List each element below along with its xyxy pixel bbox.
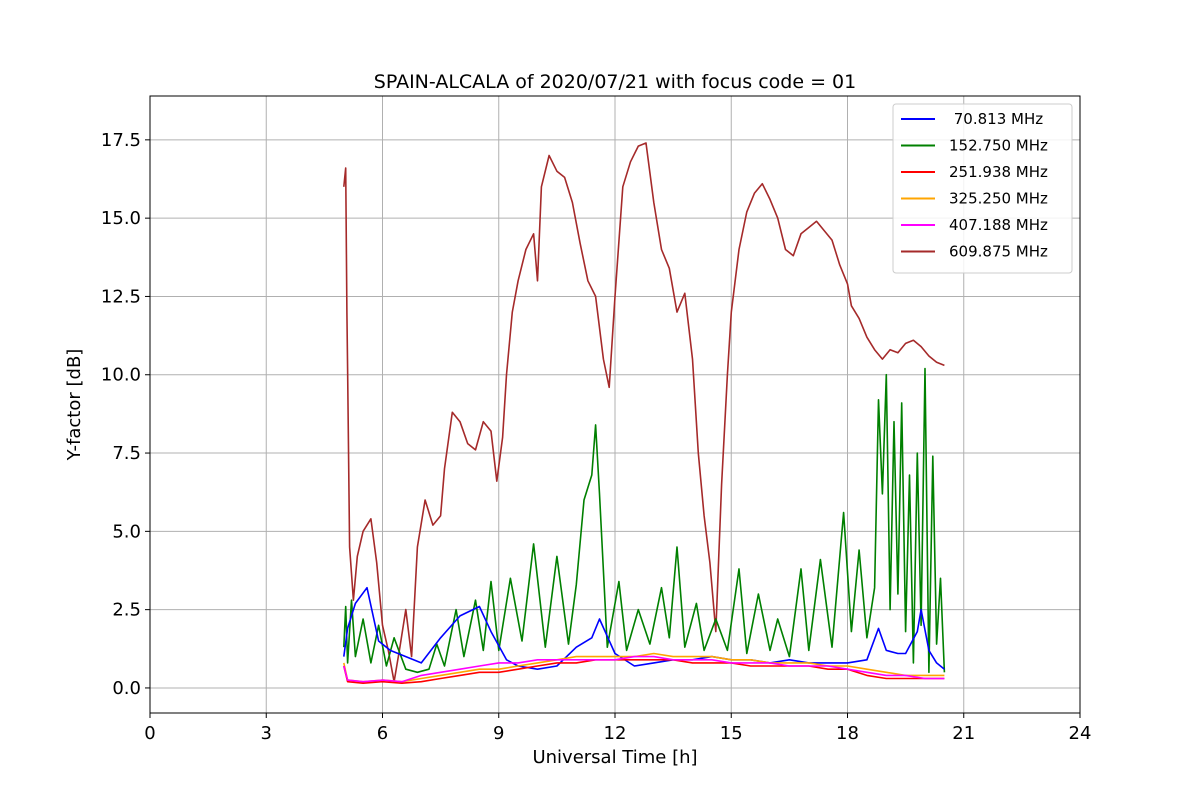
legend: 70.813 MHz 152.750 MHz 251.938 MHz 325.250 …	[892, 103, 1073, 274]
legend-label: 325.250 MHz	[949, 190, 1048, 208]
y-axis-label: Y-factor [dB]	[64, 349, 85, 462]
legend-label: 70.813 MHz	[949, 110, 1043, 128]
x-tick-label: 24	[1069, 723, 1092, 744]
chart-title: SPAIN-ALCALA of 2020/07/21 with focus co…	[374, 71, 856, 93]
y-tick-label: 17.5	[101, 130, 141, 151]
axis-ticks: 0 3 6 9 12 15 18 21 24 0.0 2.5 5.0 7.5 10.0 12.5 15.0 17…	[101, 130, 1092, 744]
x-tick-label: 9	[493, 723, 504, 744]
x-tick-label: 0	[144, 723, 155, 744]
series-line	[343, 655, 945, 683]
legend-label: 609.875 MHz	[949, 243, 1048, 261]
series-line	[343, 367, 946, 674]
legend-box	[892, 103, 1073, 274]
legend-label: 251.938 MHz	[949, 163, 1048, 181]
x-axis-label: Universal Time [h]	[532, 747, 697, 768]
y-tick-label: 15.0	[101, 208, 141, 229]
series-line	[343, 659, 945, 684]
series-layer	[343, 142, 946, 684]
x-tick-label: 12	[604, 723, 627, 744]
x-tick-label: 18	[836, 723, 859, 744]
y-tick-label: 0.0	[112, 678, 141, 699]
x-tick-label: 3	[261, 723, 272, 744]
y-tick-label: 7.5	[112, 443, 141, 464]
x-tick-label: 21	[952, 723, 975, 744]
legend-label: 407.188 MHz	[949, 216, 1048, 234]
legend-label: 152.750 MHz	[949, 137, 1048, 155]
x-tick-label: 15	[720, 723, 743, 744]
y-tick-label: 12.5	[101, 286, 141, 307]
series-line	[343, 142, 945, 683]
series-line	[343, 586, 945, 670]
y-tick-label: 2.5	[112, 600, 141, 621]
y-tick-label: 10.0	[101, 365, 141, 386]
y-tick-label: 5.0	[112, 521, 141, 542]
x-tick-label: 6	[377, 723, 388, 744]
